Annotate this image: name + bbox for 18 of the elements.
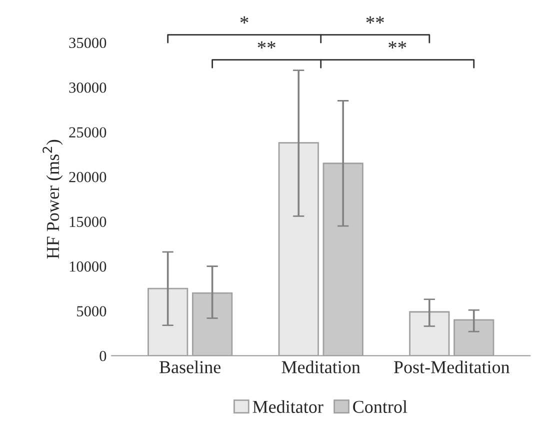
x-tick-label: Baseline <box>160 360 221 374</box>
y-tick-label: 25000 <box>69 127 106 138</box>
text: ** <box>366 16 384 24</box>
y-tick-label: 5000 <box>77 306 106 316</box>
y-tick-label: 0 <box>100 350 106 362</box>
x-tick-label: Meditation <box>282 360 360 374</box>
legend-label: Control <box>353 400 408 413</box>
y-tick-label: 10000 <box>70 261 106 272</box>
y-tick-label: 15000 <box>70 216 106 227</box>
y-tick-label: 35000 <box>69 38 106 48</box>
text: * <box>240 16 248 24</box>
y-axis-title: HF Power (ms$^{2}$) <box>42 140 63 259</box>
legend-label: Meditator <box>252 400 324 413</box>
x-tick-label: Post-Meditation <box>394 360 510 374</box>
y-tick-label: 30000 <box>69 82 106 93</box>
annotation: ** <box>388 41 406 49</box>
y-tick-label: 20000 <box>69 172 106 182</box>
annotation: ** <box>258 41 276 49</box>
